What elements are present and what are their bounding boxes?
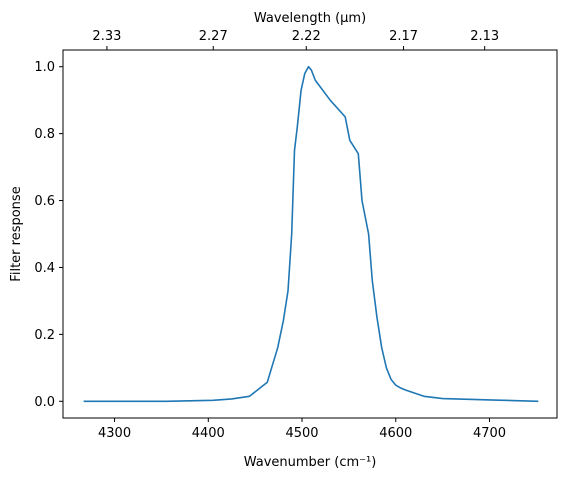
x-axis-label: Wavenumber (cm⁻¹) bbox=[244, 455, 377, 470]
chart-marks: 4300 4400 4500 4600 4700 0.0 0.2 0.4 0.6 0.8 1.0 2.… bbox=[34, 29, 539, 441]
y-tick-label: 0.2 bbox=[34, 328, 55, 343]
y-axis-label: Filter response bbox=[9, 186, 24, 281]
x-tick-label: 4700 bbox=[473, 426, 506, 441]
x-tick-label: 4300 bbox=[98, 426, 131, 441]
x-tick-label: 4400 bbox=[192, 426, 225, 441]
y-tick-label: 0.8 bbox=[34, 127, 55, 142]
y-tick-label: 0.6 bbox=[34, 194, 55, 209]
top-x-tick-label: 2.22 bbox=[292, 29, 321, 44]
top-x-tick-label: 2.17 bbox=[389, 29, 418, 44]
series-line bbox=[83, 65, 539, 403]
top-x-axis-label: Wavelength (μm) bbox=[254, 11, 366, 26]
x-tick-label: 4500 bbox=[285, 426, 318, 441]
y-tick-label: 1.0 bbox=[34, 60, 55, 75]
x-tick-label: 4600 bbox=[379, 426, 412, 441]
y-tick-label: 0.0 bbox=[34, 395, 55, 410]
top-x-tick-label: 2.33 bbox=[92, 29, 121, 44]
plot-frame bbox=[62, 49, 558, 419]
top-x-tick-label: 2.13 bbox=[470, 29, 499, 44]
top-x-tick-label: 2.27 bbox=[199, 29, 228, 44]
y-tick-label: 0.4 bbox=[34, 261, 55, 276]
